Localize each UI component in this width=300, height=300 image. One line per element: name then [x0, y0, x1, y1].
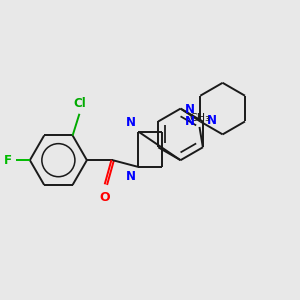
Text: N: N — [126, 116, 136, 129]
Text: N: N — [126, 170, 136, 183]
Text: O: O — [99, 191, 110, 204]
Text: F: F — [4, 154, 12, 167]
Text: Cl: Cl — [73, 97, 86, 110]
Text: N: N — [184, 103, 195, 116]
Text: N: N — [207, 114, 217, 127]
Text: N: N — [185, 115, 195, 128]
Text: CH₃: CH₃ — [189, 113, 210, 123]
